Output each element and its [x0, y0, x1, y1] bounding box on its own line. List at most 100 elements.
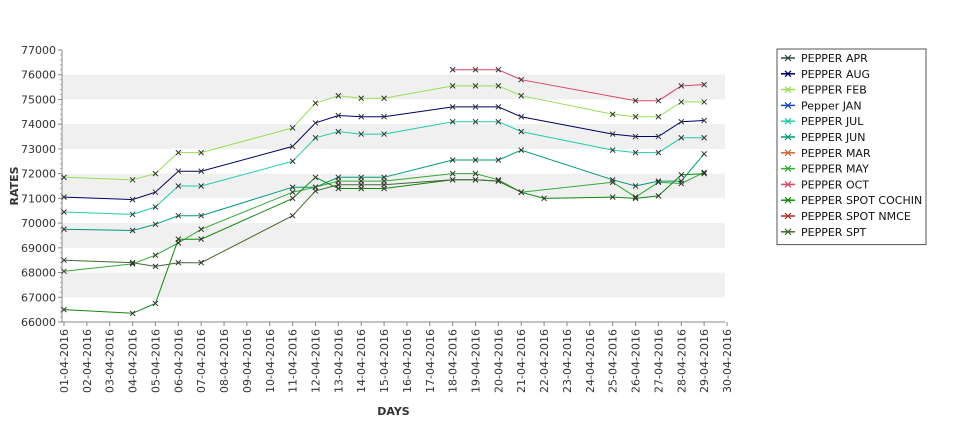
data-point-marker: [61, 306, 67, 313]
legend-label: Pepper JAN: [801, 99, 862, 112]
legend-item[interactable]: PEPPER SPT: [781, 226, 867, 239]
y-tick-label: 77000: [21, 44, 56, 57]
data-point-marker: [472, 157, 479, 163]
x-tick-label: 06-04-2016: [172, 329, 185, 393]
data-point-marker: [449, 66, 456, 73]
x-tick-label: 14-04-2016: [355, 329, 368, 393]
legend-label: PEPPER JUL: [801, 115, 864, 128]
data-point-marker: [632, 97, 639, 104]
legend-item[interactable]: PEPPER MAR: [781, 147, 871, 160]
data-point-marker: [472, 66, 479, 73]
y-tick-label: 73000: [21, 143, 56, 156]
data-point-marker: [312, 134, 319, 141]
legend-marker-icon: [784, 196, 792, 204]
legend-item[interactable]: PEPPER APR: [781, 52, 868, 65]
data-point-marker: [632, 133, 639, 140]
grid-band: [62, 124, 725, 149]
data-point-marker: [701, 117, 707, 124]
legend-marker-icon: [784, 86, 792, 94]
legend-marker-icon: [784, 54, 792, 62]
legend-marker-icon: [784, 149, 792, 157]
chart-legend[interactable]: PEPPER APR PEPPER AUG PEPPER FEB Pepper JAN…: [776, 48, 927, 246]
data-point-marker: [518, 147, 525, 153]
legend-marker-icon: [784, 101, 792, 109]
series-pepper-jun: [61, 147, 707, 234]
x-tick-label: 24-04-2016: [584, 329, 597, 393]
x-tick-label: 10-04-2016: [264, 329, 277, 393]
x-tick-label: 02-04-2016: [81, 329, 94, 393]
data-point-marker: [358, 95, 365, 102]
data-point-marker: [655, 193, 662, 199]
data-point-marker: [358, 131, 365, 137]
data-point-marker: [449, 118, 456, 125]
data-point-marker: [152, 263, 159, 270]
series-line: [452, 69, 705, 102]
x-tick-label: 29-04-2016: [698, 329, 711, 393]
legend-label: PEPPER OCT: [801, 178, 869, 191]
grid-band: [62, 272, 725, 298]
data-point-marker: [152, 300, 159, 307]
data-point-marker: [358, 181, 365, 188]
data-point-marker: [541, 195, 547, 202]
x-tick-label: 15-04-2016: [378, 329, 391, 393]
data-point-marker: [335, 128, 342, 135]
data-point-marker: [152, 170, 159, 177]
data-point-marker: [198, 183, 205, 189]
data-point-marker: [609, 147, 616, 153]
data-point-marker: [175, 168, 182, 175]
data-point-marker: [472, 118, 479, 125]
series-pepper-may: [61, 169, 707, 275]
data-point-marker: [61, 226, 67, 233]
legend-item[interactable]: PEPPER FEB: [781, 84, 867, 97]
series-line: [63, 173, 705, 314]
data-point-marker: [129, 196, 136, 203]
data-point-marker: [289, 158, 296, 165]
legend-item[interactable]: PEPPER JUL: [781, 115, 864, 128]
data-point-marker: [61, 174, 67, 181]
legend-item[interactable]: PEPPER AUG: [781, 68, 870, 81]
legend-item[interactable]: PEPPER OCT: [781, 178, 869, 191]
x-tick-label: 18-04-2016: [447, 329, 460, 393]
data-point-marker: [518, 76, 525, 83]
x-tick-label: 03-04-2016: [104, 329, 117, 393]
legend-item[interactable]: Pepper JAN: [781, 99, 862, 112]
data-point-marker: [61, 268, 67, 275]
data-point-marker: [678, 83, 685, 89]
data-point-marker: [198, 168, 205, 175]
data-point-marker: [175, 183, 182, 189]
x-tick-label: 17-04-2016: [424, 329, 437, 393]
x-tick-label: 11-04-2016: [287, 329, 300, 393]
data-point-marker: [198, 149, 205, 156]
grid-band: [62, 223, 725, 248]
y-tick-label: 72000: [21, 168, 56, 181]
legend-item[interactable]: PEPPER MAY: [781, 163, 869, 176]
legend-marker-icon: [784, 212, 792, 220]
legend-item[interactable]: PEPPER JUN: [781, 131, 865, 144]
data-point-marker: [678, 99, 685, 105]
legend-label: PEPPER AUG: [801, 68, 870, 81]
data-point-marker: [609, 194, 616, 200]
data-point-marker: [335, 92, 342, 99]
data-point-marker: [198, 226, 205, 233]
x-tick-label: 21-04-2016: [515, 329, 528, 393]
data-point-marker: [198, 259, 205, 266]
data-point-marker: [61, 194, 67, 200]
y-tick-label: 69000: [21, 242, 56, 255]
data-point-marker: [381, 95, 387, 102]
legend-item[interactable]: PEPPER SPOT NMCE: [781, 210, 911, 223]
data-point-marker: [518, 189, 525, 196]
data-point-marker: [152, 189, 159, 196]
legend-item[interactable]: PEPPER SPOT COCHIN: [781, 194, 922, 207]
data-point-marker: [312, 120, 319, 126]
data-point-marker: [495, 104, 502, 110]
legend-label: PEPPER SPT: [801, 226, 867, 239]
data-point-marker: [655, 97, 662, 104]
data-point-marker: [449, 104, 456, 110]
y-axis-title: RATES: [8, 166, 21, 205]
data-point-marker: [152, 252, 159, 259]
data-point-marker: [449, 157, 456, 163]
y-tick-label: 74000: [21, 118, 56, 131]
legend-marker-icon: [784, 70, 792, 78]
legend-label: PEPPER FEB: [801, 84, 867, 97]
y-tick-label: 68000: [21, 267, 56, 280]
